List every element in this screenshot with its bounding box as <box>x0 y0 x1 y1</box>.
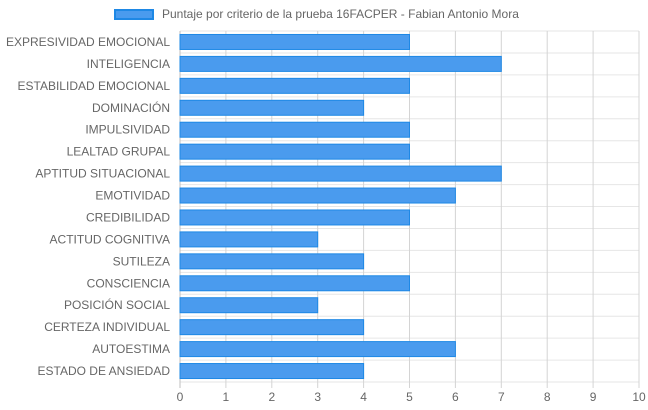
category-label: ESTABILIDAD EMOCIONAL <box>18 79 171 93</box>
category-label: ESTADO DE ANSIEDAD <box>38 364 171 378</box>
x-tick-label: 9 <box>590 390 597 404</box>
x-tick-label: 4 <box>360 390 367 404</box>
bar[interactable] <box>179 253 365 270</box>
category-label: EMOTIVIDAD <box>95 189 170 203</box>
legend-swatch <box>114 9 154 20</box>
bar[interactable] <box>179 363 365 380</box>
bar[interactable] <box>179 275 410 292</box>
bar[interactable] <box>179 77 410 94</box>
bar[interactable] <box>179 209 410 226</box>
bar[interactable] <box>179 341 456 358</box>
category-label: CONSCIENCIA <box>87 276 170 290</box>
category-label: AUTOESTIMA <box>92 342 170 356</box>
bar[interactable] <box>179 33 410 50</box>
bars <box>179 33 502 380</box>
category-label: IMPULSIVIDAD <box>85 123 170 137</box>
x-tick-label: 7 <box>498 390 505 404</box>
x-tick-label: 8 <box>544 390 551 404</box>
bar[interactable] <box>179 187 456 204</box>
x-tick-label: 10 <box>632 390 646 404</box>
category-label: INTELIGENCIA <box>87 57 170 71</box>
bar[interactable] <box>179 55 502 72</box>
bar[interactable] <box>179 143 410 160</box>
x-tick-label: 0 <box>177 390 184 404</box>
bar[interactable] <box>179 121 410 138</box>
x-tick-labels: 0 1 2 3 4 5 6 7 8 9 10 <box>177 390 646 404</box>
category-labels: EXPRESIVIDAD EMOCIONAL INTELIGENCIA ESTABI… <box>6 35 170 378</box>
x-tick-label: 3 <box>314 390 321 404</box>
category-label: SUTILEZA <box>113 254 170 268</box>
x-tick-label: 1 <box>223 390 230 404</box>
bar[interactable] <box>179 231 319 248</box>
x-tick-label: 5 <box>406 390 413 404</box>
bar[interactable] <box>179 297 319 314</box>
x-tick-label: 2 <box>268 390 275 404</box>
bar[interactable] <box>179 165 502 182</box>
category-label: APTITUD SITUACIONAL <box>35 167 170 181</box>
x-tick-label: 6 <box>452 390 459 404</box>
bar[interactable] <box>179 99 365 116</box>
category-label: LEALTAD GRUPAL <box>67 145 171 159</box>
category-label: POSICIÓN SOCIAL <box>64 297 170 312</box>
category-label: CERTEZA INDIVIDUAL <box>44 320 170 334</box>
legend-label: Puntaje por criterio de la prueba 16FACP… <box>162 7 519 21</box>
category-label: CREDIBILIDAD <box>86 210 170 224</box>
bar[interactable] <box>179 319 365 336</box>
category-label: EXPRESIVIDAD EMOCIONAL <box>6 35 170 49</box>
category-label: ACTITUD COGNITIVA <box>50 232 170 246</box>
chart-legend[interactable]: Puntaje por criterio de la prueba 16FACP… <box>0 4 648 26</box>
category-label: DOMINACIÓN <box>92 100 170 115</box>
